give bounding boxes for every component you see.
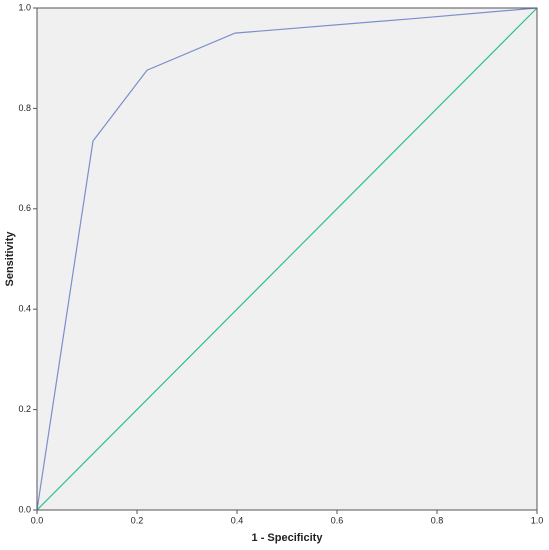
y-tick-label: 0.6	[18, 203, 31, 213]
x-tick-label: 0.8	[431, 515, 444, 525]
x-tick-label: 1.0	[531, 515, 544, 525]
y-tick-label: 0.2	[18, 404, 31, 414]
line-series	[36, 7, 538, 511]
x-tick-label: 0.4	[231, 515, 244, 525]
x-tick-label: 0.0	[31, 515, 44, 525]
y-tick-label: 1.0	[18, 2, 31, 12]
y-tick-label: 0.4	[18, 304, 31, 314]
y-tick-label: 0.0	[18, 504, 31, 514]
line-series	[36, 7, 538, 511]
y-axis-title: Sensitivity	[4, 231, 16, 287]
x-tick-label: 0.6	[331, 515, 344, 525]
y-tick-label: 0.8	[18, 103, 31, 113]
plot-border	[36, 7, 538, 511]
x-tick-label: 0.2	[131, 515, 144, 525]
x-axis-title: 1 - Specificity	[252, 532, 324, 544]
